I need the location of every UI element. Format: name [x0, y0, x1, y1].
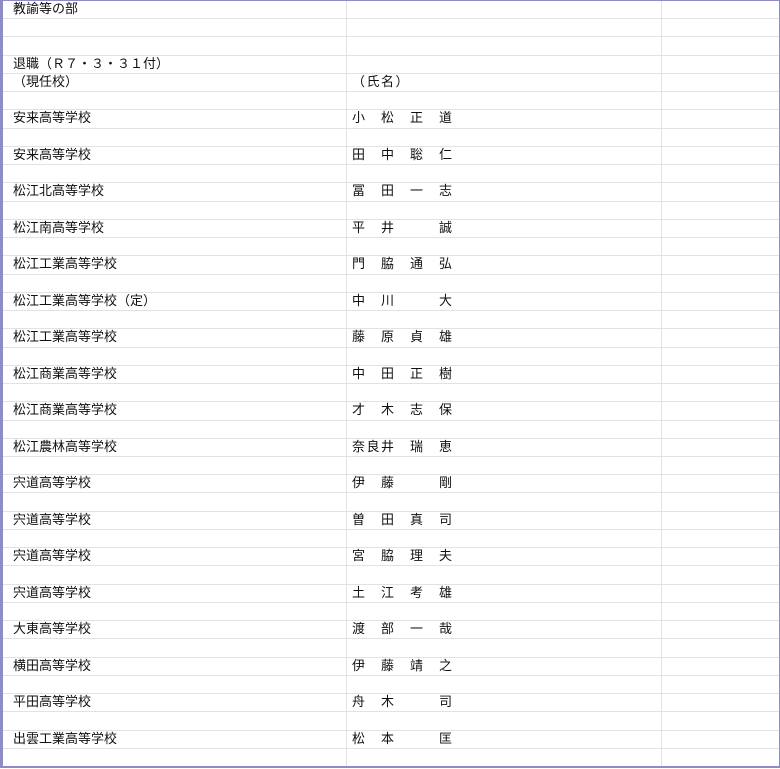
name-cell[interactable]: 中 田 正 樹 [352, 366, 454, 382]
school-cell[interactable]: 横田高等学校 [13, 658, 92, 674]
sheet-row [3, 530, 779, 549]
table-row: 安来高等学校 田 中 聡 仁 [3, 147, 779, 166]
name-cell[interactable]: 宮 脇 理 夫 [352, 549, 454, 565]
sheet-row [3, 676, 779, 695]
table-row: 平田高等学校 舟 木 司 [3, 694, 779, 713]
sheet-row [3, 749, 779, 766]
school-cell[interactable]: 出雲工業高等学校 [13, 731, 118, 747]
sheet-row [3, 92, 779, 111]
table-row: 松江商業高等学校 才 木 志 保 [3, 402, 779, 421]
school-cell[interactable]: 松江商業高等学校 [13, 366, 118, 382]
sheet-row: （現任校） （氏名） [3, 74, 779, 93]
sheet-row [3, 129, 779, 147]
table-row: 宍道高等学校 宮 脇 理 夫 [3, 548, 779, 567]
sheet-row [3, 202, 779, 220]
name-cell[interactable]: 伊 藤 靖 之 [352, 658, 454, 674]
table-row: 松江工業高等学校 藤 原 貞 雄 [3, 329, 779, 348]
sheet-row: 教諭等の部 [3, 1, 779, 20]
sheet-row [3, 165, 779, 184]
table-row: 松江工業高等学校 門 脇 通 弘 [3, 256, 779, 275]
sheet-row [3, 603, 779, 622]
name-cell[interactable]: 中 川 大 [352, 293, 454, 309]
sheet-row [3, 493, 779, 512]
sheet-row [3, 238, 779, 257]
table-row: 松江工業高等学校（定） 中 川 大 [3, 293, 779, 312]
table-row: 松江商業高等学校 中 田 正 樹 [3, 366, 779, 385]
sheet-row [3, 311, 779, 330]
school-cell[interactable]: 松江農林高等学校 [13, 439, 118, 455]
sheet-row [3, 37, 779, 56]
table-row: 松江南高等学校 平 井 誠 [3, 220, 779, 239]
sheet-row [3, 421, 779, 439]
school-cell[interactable]: 松江南高等学校 [13, 220, 105, 236]
school-cell[interactable]: 松江商業高等学校 [13, 403, 118, 419]
sheet-row [3, 566, 779, 585]
table-row: 松江農林高等学校 奈良井 瑞 恵 [3, 439, 779, 457]
name-cell[interactable]: 門 脇 通 弘 [352, 257, 454, 273]
table-row: 宍道高等学校 伊 藤 剛 [3, 475, 779, 494]
school-cell[interactable]: 大東高等学校 [13, 622, 92, 638]
sheet-row [3, 384, 779, 403]
table-row: 横田高等学校 伊 藤 靖 之 [3, 658, 779, 676]
table-row: 宍道高等学校 土 江 考 雄 [3, 585, 779, 603]
school-cell[interactable]: 安来高等学校 [13, 147, 92, 163]
table-row: 松江北高等学校 冨 田 一 志 [3, 183, 779, 202]
name-cell[interactable]: 田 中 聡 仁 [352, 147, 454, 163]
name-cell[interactable]: 渡 部 一 哉 [352, 622, 454, 638]
name-cell[interactable]: 藤 原 貞 雄 [352, 330, 454, 346]
sheet-row [3, 457, 779, 476]
table-row: 安来高等学校 小 松 正 道 [3, 110, 779, 129]
name-cell[interactable]: 平 井 誠 [352, 220, 454, 236]
table-row: 大東高等学校 渡 部 一 哉 [3, 621, 779, 640]
name-cell[interactable]: 小 松 正 道 [352, 111, 454, 127]
school-cell[interactable]: 平田高等学校 [13, 695, 92, 711]
sheet-row [3, 348, 779, 366]
school-cell[interactable]: 松江工業高等学校 [13, 257, 118, 273]
school-cell[interactable]: 宍道高等学校 [13, 512, 92, 528]
sheet-row [3, 275, 779, 293]
sheet-row [3, 639, 779, 658]
sheet-row: 退職（Ｒ７・３・３１付） [3, 56, 779, 74]
sheet-row [3, 19, 779, 38]
school-cell[interactable]: 安来高等学校 [13, 111, 92, 127]
sheet-row [3, 712, 779, 731]
name-cell[interactable]: 曽 田 真 司 [352, 512, 454, 528]
name-cell[interactable]: 才 木 志 保 [352, 403, 454, 419]
header-name[interactable]: （氏名） [352, 74, 411, 90]
name-cell[interactable]: 松 本 匡 [352, 731, 454, 747]
name-cell[interactable]: 奈良井 瑞 恵 [352, 439, 454, 455]
table-row: 出雲工業高等学校 松 本 匡 [3, 731, 779, 749]
name-cell[interactable]: 伊 藤 剛 [352, 476, 454, 492]
school-cell[interactable]: 宍道高等学校 [13, 549, 92, 565]
school-cell[interactable]: 松江工業高等学校（定） [13, 293, 157, 309]
name-cell[interactable]: 土 江 考 雄 [352, 585, 454, 601]
school-cell[interactable]: 松江北高等学校 [13, 184, 105, 200]
sheet-title[interactable]: 教諭等の部 [13, 2, 79, 17]
table-row: 宍道高等学校 曽 田 真 司 [3, 512, 779, 530]
header-school[interactable]: （現任校） [13, 74, 79, 90]
section-heading[interactable]: 退職（Ｒ７・３・３１付） [13, 56, 170, 72]
name-cell[interactable]: 冨 田 一 志 [352, 184, 454, 200]
school-cell[interactable]: 宍道高等学校 [13, 585, 92, 601]
school-cell[interactable]: 宍道高等学校 [13, 476, 92, 492]
school-cell[interactable]: 松江工業高等学校 [13, 330, 118, 346]
name-cell[interactable]: 舟 木 司 [352, 695, 454, 711]
